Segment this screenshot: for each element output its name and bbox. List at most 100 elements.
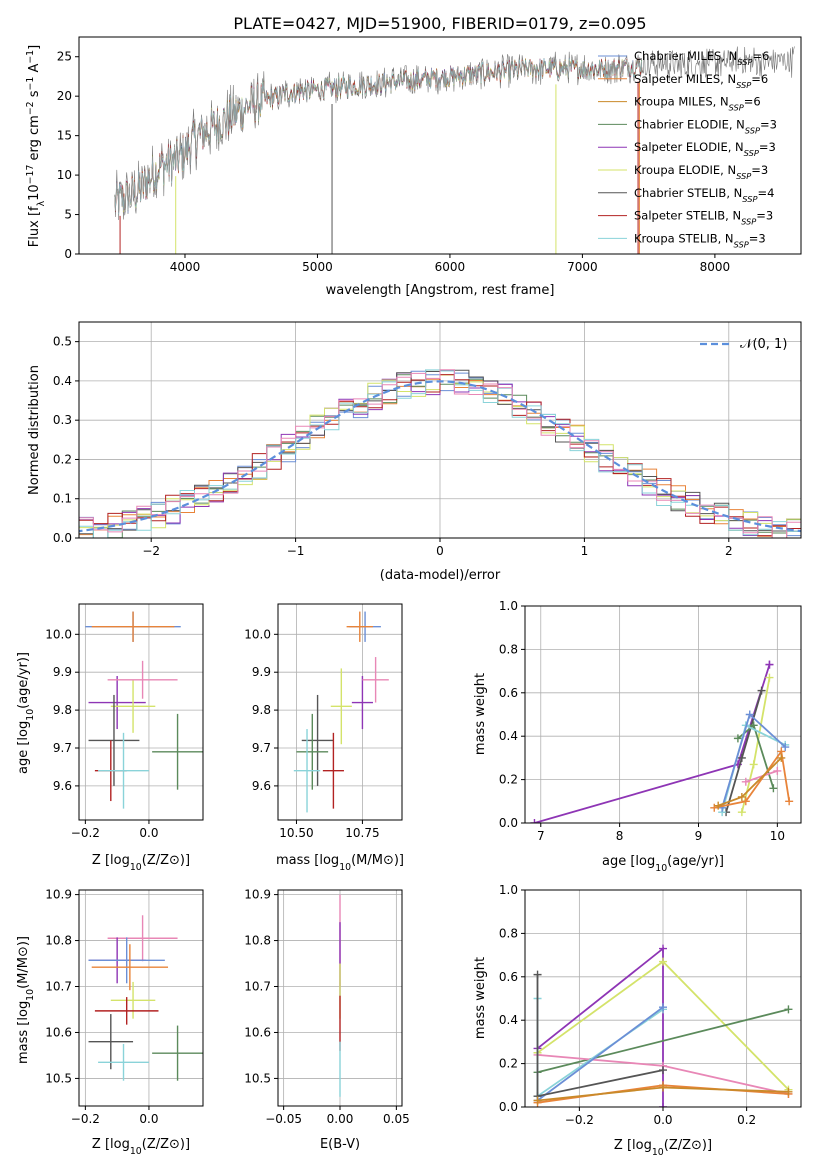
- panel-mass_vs_Z: −0.2 0.010.510.610.710.810.9Z [log10(Z/Z⊙…: [16, 888, 204, 1157]
- label-part: =3: [756, 209, 773, 223]
- label-part: age [log: [16, 721, 31, 774]
- plot-frame: [277, 603, 403, 821]
- label-part: SSP: [729, 103, 744, 113]
- y-tick-label: 10.0: [244, 627, 271, 641]
- label-part: Salpeter STELIB, N: [634, 209, 741, 223]
- y-tick-label: 9.9: [53, 665, 72, 679]
- legend-entry: Chabrier ELODIE, NSSP=3: [634, 117, 777, 135]
- label-part: SSP: [736, 80, 751, 90]
- y-tick-label: 0.6: [499, 686, 518, 700]
- y-axis-label: mass [log10(M/M⊙)]: [16, 936, 36, 1064]
- y-tick-label: 0.4: [499, 729, 518, 743]
- x-tick-label: 0.0: [139, 826, 158, 840]
- label-part: 10: [652, 1147, 664, 1158]
- label-part: Chabrier MILES, N: [634, 49, 737, 63]
- weight-marker: [773, 766, 782, 775]
- plot-area: [525, 606, 801, 823]
- x-tick-label: 0.0: [139, 1112, 158, 1126]
- y-tick-label: 10.9: [244, 888, 271, 902]
- y-tick-label: 10.9: [45, 888, 72, 902]
- y-tick-label: 0.4: [499, 1013, 518, 1027]
- y-tick-label: 0.3: [53, 413, 72, 427]
- legend-entry: Kroupa MILES, NSSP=6: [634, 95, 761, 113]
- x-tick-label: −2: [142, 544, 160, 558]
- x-tick-label: 5000: [302, 260, 333, 274]
- legend-entry: Kroupa ELODIE, NSSP=3: [634, 163, 768, 181]
- x-tick-label: 10.75: [345, 826, 379, 840]
- panel-age_vs_Z: −0.2 0.09.69.79.89.910.0Z [log10(Z/Z⊙)]ag…: [16, 603, 204, 873]
- y-tick-label: 20: [57, 89, 72, 103]
- label-part: s: [27, 90, 42, 101]
- panel-mass_weight_vs_Z: −0.2 0.0 0.2 0.0 0.2 0.4 0.6 0.8 1.0 Z [log10(Z/Z…: [473, 883, 802, 1158]
- x-tick-label: −1: [287, 544, 305, 558]
- plot-frame: [78, 603, 204, 821]
- weight-line: [536, 1006, 664, 1102]
- label-part: (M/M⊙)]: [351, 853, 404, 868]
- x-tick-label: 8000: [700, 260, 731, 274]
- label-part: SSP: [745, 125, 760, 135]
- label-part: (age/yr)]: [16, 652, 31, 709]
- y-tick-label: 1.0: [499, 883, 518, 897]
- plot-frame: [277, 889, 403, 1107]
- y-tick-label: 9.8: [53, 703, 72, 717]
- label-part: (Z/Z⊙)]: [142, 853, 190, 868]
- x-tick-label: 7000: [567, 260, 598, 274]
- label-part: Z [log: [92, 853, 130, 868]
- label-part: ]: [27, 45, 42, 50]
- plot-data: [533, 944, 793, 1107]
- label-part: (age/yr)]: [667, 854, 724, 869]
- x-tick-label: 0.0: [653, 1113, 672, 1127]
- label-part: Kroupa MILES, N: [634, 95, 729, 109]
- weight-marker: [749, 760, 758, 769]
- weight-marker: [659, 957, 667, 966]
- weight-marker: [777, 753, 786, 762]
- x-tick-label: 7: [537, 829, 545, 843]
- label-part: 10: [655, 863, 667, 874]
- panels: 4000 5000 6000 7000 80000510152025wavelength…: [16, 36, 802, 1158]
- legend-entry: Salpeter MILES, NSSP=6: [634, 72, 768, 90]
- label-part: 10: [25, 989, 36, 1001]
- plot-data: [85, 611, 203, 809]
- label-part: SSP: [734, 239, 749, 249]
- weight-marker: [765, 673, 774, 682]
- label-part: Flux [f: [27, 206, 42, 247]
- plot-frame: [524, 889, 802, 1108]
- label-part: 10: [27, 184, 42, 201]
- weight-marker: [737, 808, 746, 817]
- y-tick-label: 25: [57, 50, 72, 64]
- label-part: Z [log: [614, 1138, 652, 1153]
- x-tick-label: 6000: [435, 260, 466, 274]
- label-part: =3: [749, 231, 766, 245]
- label-part: E(B-V): [320, 1137, 360, 1152]
- weight-marker: [741, 777, 750, 786]
- y-tick-label: 9.6: [53, 779, 72, 793]
- y-tick-label: 10: [57, 168, 72, 182]
- label-part: Z [log: [92, 1137, 130, 1152]
- histogram-series: [79, 369, 801, 538]
- label-part: mass [log: [276, 853, 339, 868]
- label-part: −1: [25, 50, 36, 64]
- y-tick-label: 0: [64, 247, 72, 261]
- x-tick-label: 10: [770, 829, 785, 843]
- label-part: =4: [757, 186, 774, 200]
- panel-residuals: −2 −1 0 1 2 0.0 0.1 0.2 0.3 0.4 0.5 𝒩(0, 1) (data-mo…: [27, 321, 802, 583]
- x-tick-label: −0.2: [71, 1112, 100, 1126]
- plot-area: [79, 890, 203, 1106]
- y-tick-label: 0.2: [499, 773, 518, 787]
- y-tick-label: 1.0: [499, 599, 518, 613]
- legend-entry: Salpeter STELIB, NSSP=3: [634, 209, 773, 227]
- label-part: SSP: [737, 57, 752, 67]
- weight-marker: [659, 1083, 667, 1092]
- label-part: 10: [130, 1146, 142, 1157]
- weight-marker: [745, 710, 754, 719]
- x-axis-label: age [log10(age/yr)]: [602, 854, 724, 874]
- legend-entry: 𝒩(0, 1): [740, 337, 787, 352]
- weight-marker: [737, 792, 746, 801]
- x-axis-label: Z [log10(Z/Z⊙)]: [614, 1138, 712, 1158]
- y-tick-label: 9.8: [252, 703, 271, 717]
- y-tick-label: 10.7: [45, 980, 72, 994]
- x-tick-label: −0.05: [265, 1112, 302, 1126]
- normal-curve: [79, 380, 801, 533]
